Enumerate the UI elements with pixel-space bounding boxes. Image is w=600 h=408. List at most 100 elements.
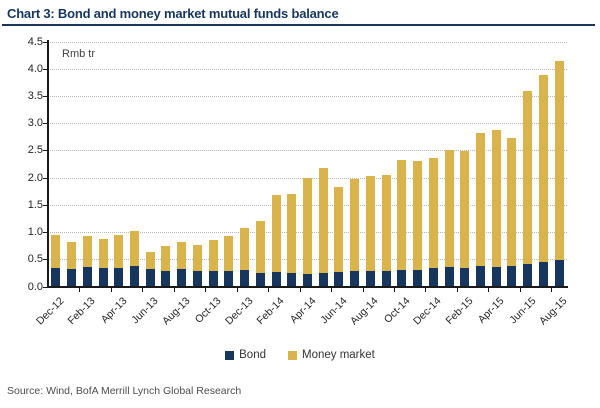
money-market-segment (491, 130, 501, 267)
bond-segment (303, 273, 312, 287)
bond-segment (145, 269, 155, 287)
bar-stack (287, 193, 297, 287)
bond-segment (334, 272, 344, 287)
x-axis-tick (79, 288, 81, 292)
bond-segment (287, 272, 297, 287)
gridline (48, 123, 567, 125)
bond-segment (444, 267, 454, 287)
money-market-segment (476, 132, 485, 267)
x-axis-tick (110, 288, 112, 292)
y-axis-line (47, 40, 49, 288)
bar-stack (365, 175, 375, 287)
bond-segment (318, 272, 328, 287)
y-axis-tick-label: 0.0 (27, 280, 43, 293)
gridline (48, 68, 567, 70)
bar-stack (145, 251, 155, 287)
bar-stack (208, 239, 218, 287)
bar-stack (538, 74, 548, 287)
bar-stack (224, 236, 234, 287)
bond-segment (192, 271, 202, 287)
money-market-segment (287, 193, 297, 273)
money-market-segment (365, 175, 375, 272)
money-market-segment (255, 220, 265, 273)
y-axis-tick (43, 259, 48, 261)
x-axis-tick (362, 288, 364, 292)
bar-stack (255, 220, 265, 287)
bond-segment (208, 271, 218, 287)
bar-stack (397, 160, 407, 287)
y-axis-tick-label: 0.5 (27, 253, 43, 266)
bar-stack (240, 227, 250, 287)
y-axis-tick-label: 3.0 (27, 117, 43, 130)
bond-segment (460, 267, 470, 287)
money-market-segment (350, 179, 360, 272)
bond-segment (476, 266, 485, 287)
money-market-segment (444, 150, 454, 268)
bond-segment (177, 269, 187, 287)
bond-segment (271, 271, 281, 287)
money-market-segment (208, 239, 218, 272)
y-axis-tick-label: 2.0 (27, 171, 43, 184)
money-market-segment (192, 245, 202, 272)
bar-stack (444, 150, 454, 287)
bond-segment (397, 270, 407, 287)
y-axis-tick-label: 3.5 (27, 89, 43, 102)
x-axis-tick (205, 288, 207, 292)
bar-stack (114, 235, 124, 287)
bar-stack (271, 194, 281, 287)
money-market-segment (82, 236, 92, 268)
bar-stack (303, 177, 312, 287)
bond-segment (365, 271, 375, 287)
bond-segment (114, 267, 124, 287)
x-axis-tick (519, 288, 521, 292)
bar-stack (177, 241, 187, 287)
gridline (48, 150, 567, 152)
y-axis-tick (43, 232, 48, 234)
bond-segment (161, 270, 171, 287)
chart-title: Chart 3: Bond and money market mutual fu… (7, 6, 339, 21)
bar-stack (476, 132, 485, 287)
bar-stack (334, 186, 344, 287)
money-market-segment (240, 227, 250, 270)
legend: Bond Money market (0, 349, 600, 361)
x-axis-tick (142, 288, 144, 292)
money-market-segment (397, 160, 407, 271)
bond-segment (255, 272, 265, 287)
bond-segment (381, 271, 391, 287)
money-market-segment (67, 241, 77, 270)
money-market-segment (523, 91, 533, 265)
money-market-swatch-icon (288, 350, 297, 360)
x-axis-tick (236, 288, 238, 292)
bar-stack (554, 61, 564, 287)
money-market-segment (303, 177, 312, 274)
y-axis-tick-label: 4.5 (27, 35, 43, 48)
bar-stack (98, 238, 108, 287)
bond-segment (67, 269, 77, 287)
bond-segment (350, 271, 360, 287)
legend-item-bond: Bond (225, 349, 266, 361)
y-axis-tick-label: 4.0 (27, 62, 43, 75)
bar-stack (130, 231, 139, 287)
bar-stack (51, 235, 61, 287)
money-market-segment (51, 235, 61, 268)
bar-stack (413, 160, 423, 287)
y-axis-tick (43, 123, 48, 125)
bond-segment (428, 268, 438, 287)
money-market-segment (538, 74, 548, 263)
bar-stack (381, 175, 391, 287)
x-axis-tick (551, 288, 553, 292)
money-market-segment (507, 138, 517, 266)
bond-segment (98, 268, 108, 287)
money-market-segment (413, 160, 423, 271)
y-axis-tick-label: 1.5 (27, 198, 43, 211)
bar-stack (507, 138, 517, 287)
x-axis-tick (299, 288, 301, 292)
legend-label-money-market: Money market (302, 349, 375, 361)
y-axis-tick (43, 177, 48, 179)
money-market-segment (114, 235, 124, 268)
bond-segment (413, 270, 423, 287)
y-axis-unit-label: Rmb tr (62, 48, 95, 60)
bond-swatch-icon (225, 350, 235, 360)
money-market-segment (428, 157, 438, 269)
